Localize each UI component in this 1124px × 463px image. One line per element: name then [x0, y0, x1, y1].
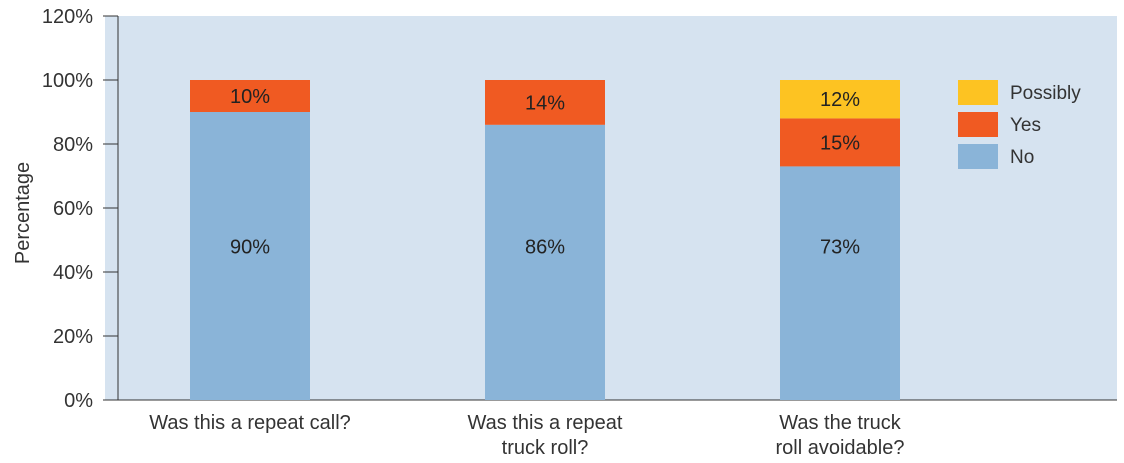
data-label: 90% [230, 236, 270, 258]
category-label: Was this a repeat call? [149, 412, 351, 434]
y-axis: 0% 20% 40% 60% 80% 100% 120% [42, 6, 1117, 412]
bar-segment-yes [485, 80, 605, 125]
data-label: 73% [820, 236, 860, 258]
y-tick-label: 0% [64, 390, 93, 412]
bar-segment-no [780, 166, 900, 400]
data-label: 14% [525, 92, 565, 114]
bar-segment-no [485, 124, 605, 401]
legend-swatch-yes [958, 112, 998, 137]
data-label: 12% [820, 89, 860, 111]
y-tick-label: 100% [42, 70, 93, 92]
y-axis-title: Percentage [12, 162, 34, 264]
data-label: 10% [230, 86, 270, 108]
bar-segment-no [190, 112, 310, 400]
bar-segment-yes [780, 118, 900, 167]
data-label: 86% [525, 236, 565, 258]
category-label: Was the truck [779, 412, 902, 434]
legend: Possibly Yes No [958, 80, 1081, 169]
legend-label: No [1010, 147, 1034, 168]
bars [190, 80, 900, 401]
category-label: Was this a repeat [468, 412, 623, 434]
y-tick-label: 20% [53, 326, 93, 348]
y-tick-label: 60% [53, 198, 93, 220]
y-tick-label: 120% [42, 6, 93, 28]
bar-segment-yes [190, 80, 310, 112]
legend-swatch-possibly [958, 80, 998, 105]
legend-label: Possibly [1010, 83, 1081, 104]
y-tick-label: 40% [53, 262, 93, 284]
data-label: 15% [820, 132, 860, 154]
legend-label: Yes [1010, 115, 1041, 136]
data-labels: 90% 10% 86% 14% 73% 15% 12% [230, 86, 860, 258]
category-label: truck roll? [502, 437, 589, 459]
bar-segment-possibly [780, 80, 900, 119]
y-tick-label: 80% [53, 134, 93, 156]
x-axis-labels: Was this a repeat call? Was this a repeat… [149, 412, 904, 459]
category-label: roll avoidable? [776, 437, 905, 459]
legend-swatch-no [958, 144, 998, 169]
